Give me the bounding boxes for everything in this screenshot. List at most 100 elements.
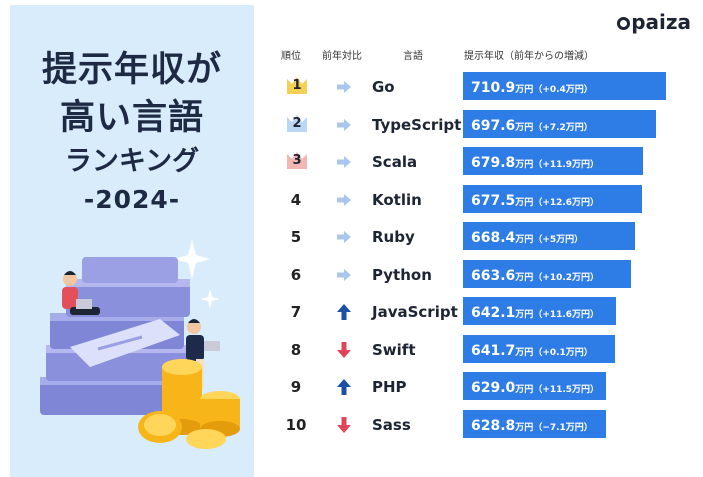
rank-number: 3	[292, 153, 302, 168]
salary-value-label: 679.8万円（+11.9万円）	[471, 152, 599, 171]
salary-value: 663.6	[471, 267, 516, 284]
language-label: TypeScript	[372, 115, 462, 134]
title-line-4: -2024-	[83, 185, 181, 214]
header-rank: 順位	[281, 51, 301, 62]
salary-bar: 642.1万円（+11.6万円）	[463, 297, 616, 325]
salary-bar: 697.6万円（+7.2万円）	[463, 109, 657, 138]
salary-value: 629.0	[471, 380, 516, 396]
crown-badge-icon: 1	[286, 74, 308, 96]
language-label: Kotlin	[372, 190, 422, 209]
language-label: Swift	[372, 340, 416, 359]
language-label: Scala	[372, 153, 418, 171]
language-label: PHP	[372, 378, 407, 396]
chart-row: 5 Ruby 668.4万円（+5万円）	[280, 222, 680, 252]
salary-unit: 万円	[515, 197, 534, 208]
arrow-right-icon	[336, 116, 352, 134]
salary-value: 668.4	[471, 230, 516, 246]
salary-value: 642.1	[471, 305, 516, 321]
chart-row: 9 PHP 629.0万円（+11.5万円）	[280, 372, 680, 402]
language-label: Python	[372, 265, 432, 284]
language-label: Go	[372, 78, 395, 96]
salary-unit: 万円	[515, 385, 534, 395]
salary-value: 697.6	[471, 117, 516, 134]
rank-number: 2	[292, 115, 302, 131]
salary-change: （+11.6万円）	[533, 310, 600, 320]
title-line-1: 提示年収が	[41, 50, 222, 90]
arrow-right-icon	[336, 191, 352, 209]
salary-change: （+12.6万円）	[533, 197, 600, 208]
salary-unit: 万円	[515, 347, 534, 358]
title-line-2: 高い言語	[59, 98, 204, 138]
rank-number: 10	[285, 415, 307, 434]
crown-badge-icon: 3	[286, 149, 308, 171]
arrow-right-icon	[336, 228, 352, 246]
header-language: 言語	[403, 51, 423, 62]
salary-bar: 628.8万円（−7.1万円）	[463, 409, 606, 438]
salary-change: （+5万円）	[533, 235, 584, 245]
salary-value-label: 642.1万円（+11.6万円）	[471, 302, 599, 321]
salary-value-label: 668.4万円（+5万円）	[471, 227, 583, 246]
salary-change: （+11.5万円）	[533, 385, 600, 395]
chart-row: 3 Scala 679.8万円（+11.9万円）	[280, 147, 680, 177]
left-panel: 提示年収が 高い言語 ランキング -2024-	[10, 5, 254, 477]
salary-value: 710.9	[471, 80, 516, 96]
salary-value-label: 641.7万円（+0.1万円）	[471, 340, 593, 359]
arrow-down-icon	[336, 416, 352, 434]
salary-value: 677.5	[471, 192, 516, 209]
salary-unit: 万円	[515, 310, 534, 320]
arrow-right-icon	[336, 266, 352, 284]
chart-row: 8 Swift 641.7万円（+0.1万円）	[280, 334, 680, 365]
rank-number: 6	[290, 265, 302, 284]
brand-logo: paiza	[617, 10, 691, 34]
language-label: Sass	[372, 415, 411, 434]
salary-value-label: 663.6万円（+10.2万円）	[471, 265, 599, 284]
salary-bar: 629.0万円（+11.5万円）	[463, 372, 607, 400]
title-line-3: ランキング	[64, 146, 200, 177]
language-label: JavaScript	[372, 303, 458, 321]
language-label: Ruby	[372, 228, 415, 246]
crown-badge-icon: 2	[286, 112, 308, 134]
salary-value-label: 697.6万円（+7.2万円）	[471, 115, 593, 134]
chart-row: 6 Python 663.6万円（+10.2万円）	[280, 259, 680, 290]
illustration-money-stack	[40, 239, 240, 449]
chart-row: 7 JavaScript 642.1万円（+11.6万円）	[280, 297, 680, 327]
salary-change: （+0.1万円）	[533, 347, 593, 358]
rank-number: 1	[292, 78, 302, 93]
salary-value-label: 628.8万円（−7.1万円）	[471, 415, 593, 434]
salary-bar: 663.6万円（+10.2万円）	[463, 259, 632, 288]
arrow-right-icon	[336, 153, 352, 171]
salary-unit: 万円	[515, 122, 534, 133]
logo-mark-icon	[617, 17, 631, 30]
salary-unit: 万円	[515, 85, 534, 95]
salary-unit: 万円	[515, 422, 534, 433]
salary-value: 628.8	[471, 417, 516, 434]
salary-value: 679.8	[471, 155, 516, 171]
rank-number: 4	[290, 190, 302, 209]
salary-change: （+0.4万円）	[533, 85, 593, 95]
chart-row: 10 Sass 628.8万円（−7.1万円）	[280, 409, 680, 440]
rank-number: 9	[290, 378, 302, 396]
salary-change: （+11.9万円）	[533, 160, 600, 170]
brand-name: paiza	[631, 10, 691, 34]
salary-bar: 710.9万円（+0.4万円）	[463, 72, 666, 100]
salary-value-label: 629.0万円（+11.5万円）	[471, 377, 599, 396]
salary-change: （+10.2万円）	[533, 272, 600, 283]
header-salary: 提示年収（前年からの増減）	[464, 51, 594, 62]
salary-bar: 677.5万円（+12.6万円）	[463, 184, 642, 213]
arrow-up-icon	[336, 303, 352, 321]
arrow-right-icon	[336, 78, 352, 96]
salary-bar: 641.7万円（+0.1万円）	[463, 334, 616, 363]
salary-unit: 万円	[515, 235, 534, 245]
chart-row: 4 Kotlin 677.5万円（+12.6万円）	[280, 184, 680, 215]
salary-unit: 万円	[515, 160, 534, 170]
header-change: 前年対比	[322, 51, 362, 62]
salary-bar: 668.4万円（+5万円）	[463, 222, 635, 250]
salary-change: （+7.2万円）	[533, 122, 593, 133]
chart-row: 2 TypeScript 697.6万円（+7.2万円）	[280, 109, 680, 140]
rank-number: 7	[290, 303, 302, 321]
salary-bar: 679.8万円（+11.9万円）	[463, 147, 644, 175]
chart-row: 1 Go 710.9万円（+0.4万円）	[280, 72, 680, 102]
rank-number: 5	[290, 228, 302, 246]
rank-number: 8	[290, 340, 302, 359]
salary-unit: 万円	[515, 272, 534, 283]
